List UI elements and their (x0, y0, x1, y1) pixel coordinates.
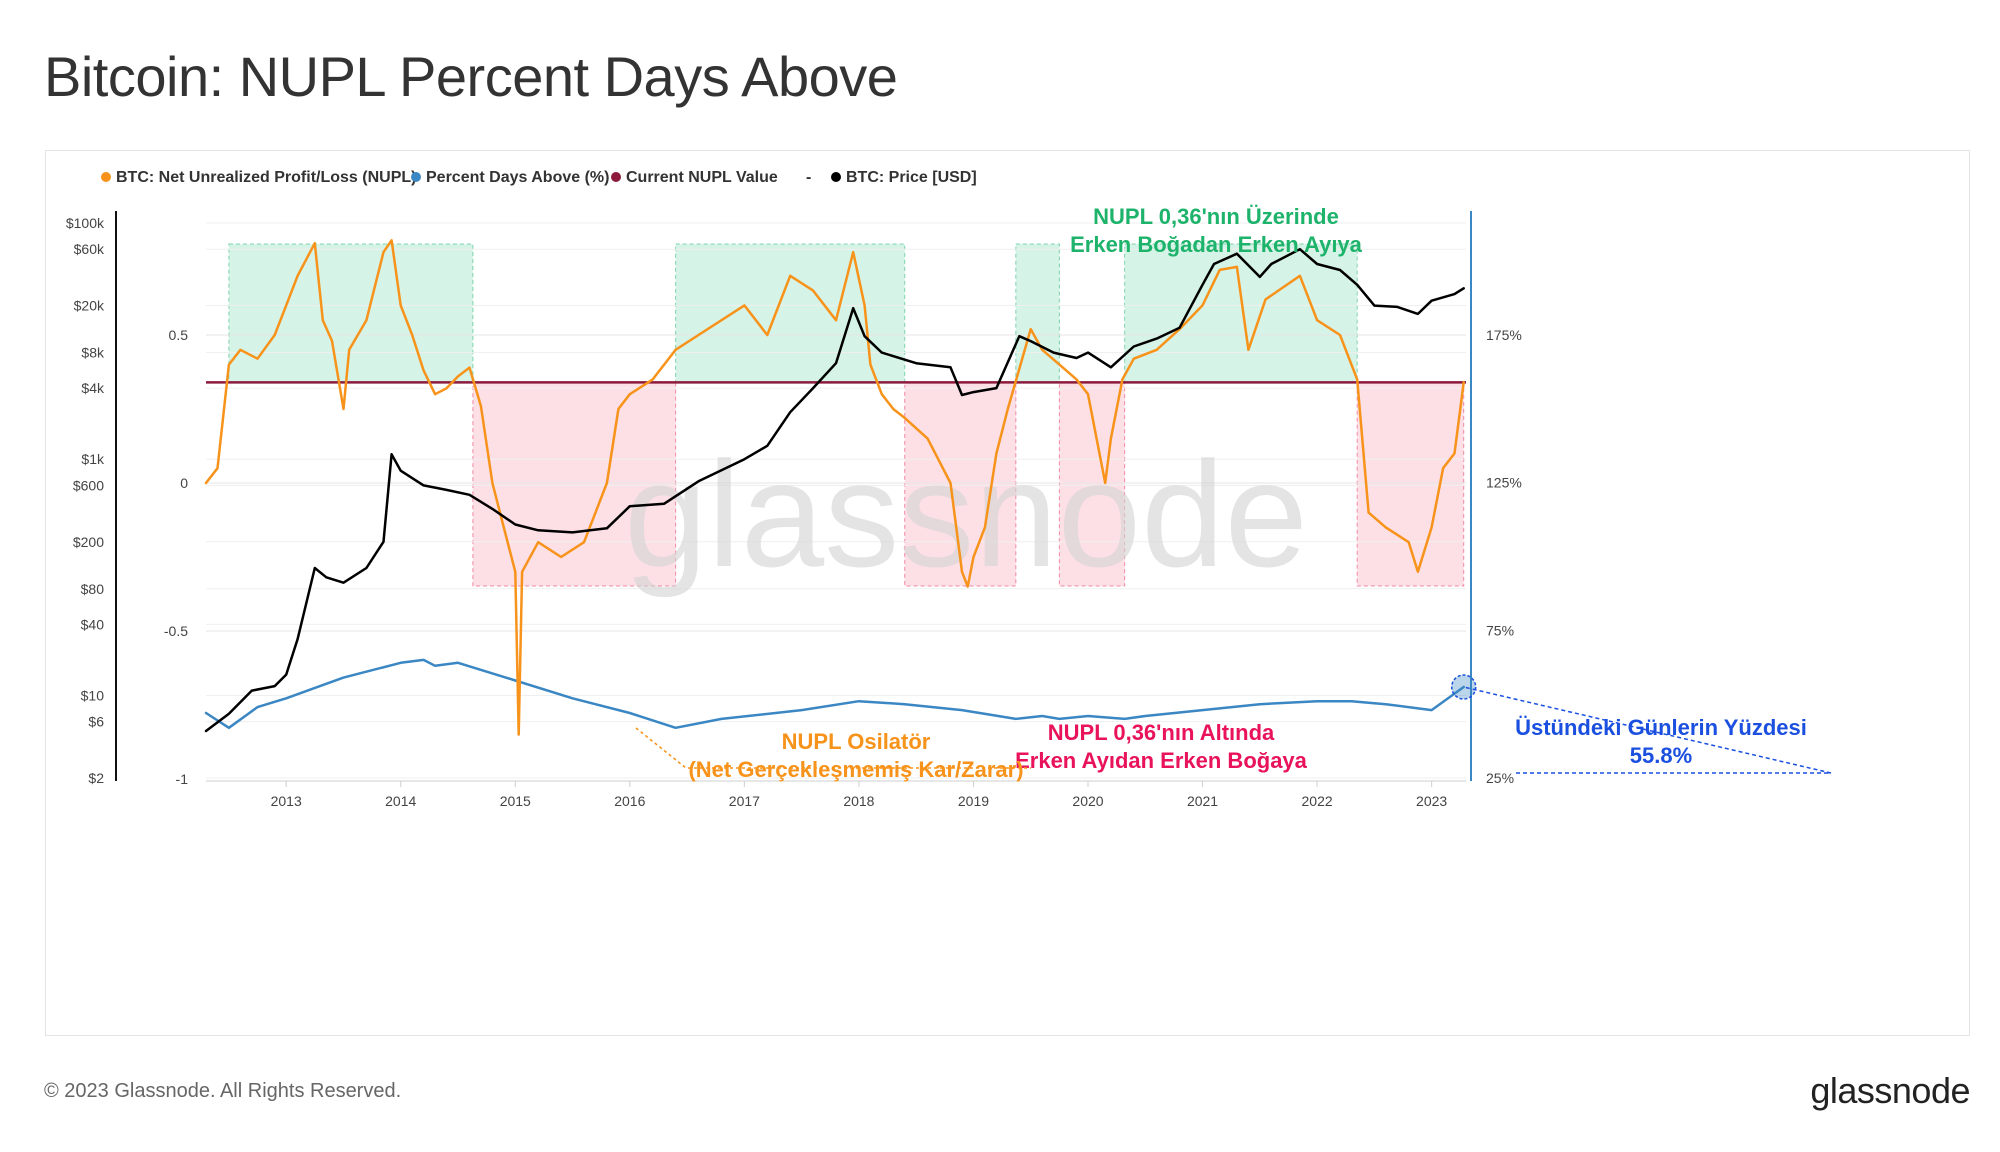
chart-frame: glassnode $100k $60k $20k $8k $4k $1k $600 $200… (45, 150, 1970, 1036)
legend-swatch (101, 172, 111, 182)
x-tick-label: 2021 (1187, 793, 1218, 809)
zone-below-0 (472, 381, 677, 587)
percent-tick-label: 75% (1486, 622, 1514, 638)
x-tick-label: 2020 (1072, 793, 1103, 809)
zone-above-3 (1124, 243, 1358, 383)
legend-label: BTC: Net Unrealized Profit/Loss (NUPL) (116, 169, 416, 186)
percent-tick-label: 25% (1486, 770, 1514, 786)
annotation-oscillator-line1: NUPL Osilatör (782, 729, 931, 754)
legend-item: Percent Days Above (%) (411, 169, 609, 186)
price-tick-label: $100k (66, 215, 105, 231)
annotation-percent-line1: Üstündeki Günlerin Yüzdesi (1515, 715, 1807, 740)
legend-label: BTC: Price [USD] (846, 169, 977, 186)
nupl-line (204, 239, 1465, 736)
page-title: Bitcoin: NUPL Percent Days Above (44, 45, 898, 108)
zone-above-0 (228, 243, 474, 383)
price-tick-label: $60k (74, 241, 105, 257)
price-tick-label: $600 (73, 477, 104, 493)
price-line (204, 247, 1465, 733)
x-tick-label: 2018 (843, 793, 874, 809)
price-tick-label: $10 (81, 687, 105, 703)
chart-svg: glassnode $100k$60k$20k$8k$4k$1k$600$200… (66, 169, 1832, 809)
price-tick-label: $200 (73, 534, 104, 550)
price-tick-label: $6 (88, 714, 104, 730)
legend-label: - (806, 169, 811, 186)
legend-label: Percent Days Above (%) (426, 169, 609, 186)
annotation-below-line1: NUPL 0,36'nın Altında (1048, 720, 1275, 745)
x-tick-label: 2013 (271, 793, 302, 809)
x-tick-label: 2023 (1416, 793, 1447, 809)
annotation-percent-line2: 55.8% (1630, 743, 1692, 768)
watermark: glassnode (624, 430, 1308, 598)
price-tick-label: $1k (81, 451, 105, 467)
nupl-tick-label: 0 (180, 475, 188, 491)
legend-swatch (411, 172, 421, 182)
x-tick-label: 2014 (385, 793, 416, 809)
nupl-tick-label: -1 (176, 771, 189, 787)
legend-item: Current NUPL Value (611, 169, 778, 186)
x-tick-label: 2017 (729, 793, 760, 809)
x-tick-label: 2016 (614, 793, 645, 809)
legend-swatch (831, 172, 841, 182)
legend-swatch (611, 172, 621, 182)
nupl-tick-label: -0.5 (164, 623, 188, 639)
price-tick-label: $20k (74, 298, 105, 314)
legend: BTC: Net Unrealized Profit/Loss (NUPL) Pe… (101, 169, 977, 186)
nupl-tick-label: 0.5 (169, 327, 189, 343)
legend-item: BTC: Price [USD] (831, 169, 977, 186)
percent-tick-label: 125% (1486, 475, 1522, 491)
price-tick-label: $4k (81, 380, 105, 396)
annotation-above-line1: NUPL 0,36'nın Üzerinde (1093, 204, 1339, 229)
oscillator-leader (635, 727, 1031, 769)
legend-item: BTC: Net Unrealized Profit/Loss (NUPL) (101, 169, 416, 186)
legend-item: - (806, 169, 811, 186)
zone-below-3 (1356, 381, 1465, 587)
copyright-text: © 2023 Glassnode. All Rights Reserved. (44, 1080, 402, 1102)
annotation-above-line2: Erken Boğadan Erken Ayıya (1070, 232, 1363, 257)
glassnode-logo: glassnode (1810, 1070, 1970, 1111)
price-tick-label: $40 (81, 616, 105, 632)
annotations-layer: NUPL 0,36'nın Üzerinde Erken Boğadan Erke… (635, 204, 1832, 782)
series-layer (204, 239, 1477, 736)
price-tick-label: $2 (88, 770, 104, 786)
axes-layer: $100k $60k $20k $8k $4k $1k $600 $200 $80 $40 $10 $… (66, 211, 1522, 809)
x-tick-label: 2022 (1302, 793, 1333, 809)
percent-days-above-line (204, 658, 1465, 730)
percent-tick-label: 175% (1486, 327, 1522, 343)
x-tick-label: 2015 (500, 793, 531, 809)
x-tick-label: 2019 (958, 793, 989, 809)
annotation-oscillator-line2: (Net Gerçekleşmemiş Kar/Zarar) (688, 757, 1023, 782)
annotation-below-line2: Erken Ayıdan Erken Boğaya (1015, 748, 1308, 773)
percent-leader (1463, 686, 1832, 774)
legend-label: Current NUPL Value (626, 169, 778, 186)
price-tick-label: $8k (81, 345, 105, 361)
price-tick-label: $80 (81, 581, 105, 597)
percent-latest-marker (1450, 674, 1477, 700)
grid-layer (206, 222, 1466, 779)
